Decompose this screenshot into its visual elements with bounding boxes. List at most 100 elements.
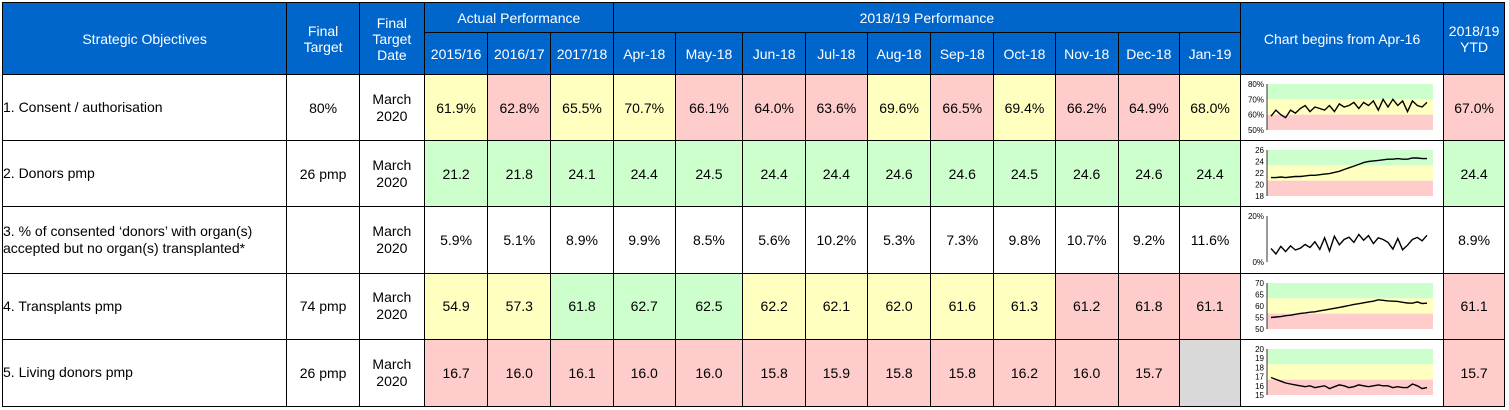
performance-value: 15.9 bbox=[805, 338, 868, 408]
performance-value: 10.7% bbox=[1054, 206, 1119, 274]
performance-value: 16.7 bbox=[423, 338, 489, 408]
y-tick-label: 18 bbox=[1255, 192, 1264, 201]
performance-value: 61.6 bbox=[930, 272, 995, 340]
y-tick-label: 24 bbox=[1255, 158, 1264, 167]
date-line: March bbox=[372, 222, 412, 239]
performance-value: 16.0 bbox=[1054, 338, 1119, 408]
performance-value: 68.0% bbox=[1179, 73, 1241, 142]
threshold-band bbox=[1266, 349, 1433, 365]
performance-value: 61.1 bbox=[1179, 272, 1241, 340]
y-tick-label: 22 bbox=[1255, 169, 1264, 178]
performance-value: 24.5 bbox=[674, 140, 744, 208]
y-tick-label: 18 bbox=[1255, 364, 1264, 373]
performance-value: 10.2% bbox=[805, 206, 868, 274]
performance-value: 7.3% bbox=[930, 206, 995, 274]
ytd-value: 8.9% bbox=[1443, 206, 1505, 274]
objective-label: 4. Transplants pmp bbox=[1, 272, 288, 340]
performance-value: 15.8 bbox=[930, 338, 995, 408]
threshold-band bbox=[1266, 313, 1433, 329]
final-target-date: March 2020 bbox=[359, 338, 425, 408]
performance-value: 5.9% bbox=[423, 206, 489, 274]
date-line: March bbox=[372, 289, 412, 306]
final-target-date: March 2020 bbox=[359, 272, 425, 340]
trend-chart-svg: 80% 70% 60% 50% bbox=[1248, 80, 1433, 135]
y-tick-label: 55 bbox=[1255, 313, 1264, 322]
trend-chart: 20 19 18 17 16 15 bbox=[1239, 338, 1445, 408]
performance-value: 24.6 bbox=[1117, 140, 1181, 208]
trend-chart-svg: 70 65 60 55 50 bbox=[1255, 279, 1433, 334]
performance-value: 16.0 bbox=[612, 338, 676, 408]
trend-chart-svg: 20% 0% bbox=[1248, 212, 1428, 267]
performance-value: 24.6 bbox=[866, 140, 932, 208]
ytd-value: 15.7 bbox=[1443, 338, 1505, 408]
y-tick-label: 20 bbox=[1255, 345, 1264, 354]
performance-value: 62.1 bbox=[805, 272, 868, 340]
performance-value: 24.4 bbox=[1179, 140, 1241, 208]
ytd-value: 24.4 bbox=[1443, 140, 1505, 208]
y-tick-label: 70% bbox=[1248, 95, 1264, 104]
trend-line bbox=[1270, 97, 1428, 119]
threshold-band bbox=[1266, 364, 1433, 381]
period-header: 2015/16 bbox=[423, 32, 489, 75]
performance-value: 62.5 bbox=[674, 272, 744, 340]
y-tick-label: 70 bbox=[1255, 279, 1264, 288]
period-header: Jan-19 bbox=[1179, 32, 1241, 75]
trend-chart: 70 65 60 55 50 bbox=[1239, 272, 1445, 340]
performance-value: 5.1% bbox=[487, 206, 552, 274]
threshold-band bbox=[1266, 165, 1433, 181]
threshold-band bbox=[1266, 297, 1433, 314]
y-tick-label: 16 bbox=[1255, 382, 1264, 391]
trend-line bbox=[1270, 157, 1427, 179]
objective-row: 5. Living donors pmp 26 pmp March 2020 16.7 1… bbox=[1, 338, 1505, 408]
performance-value: 24.4 bbox=[805, 140, 868, 208]
performance-value: 8.5% bbox=[674, 206, 744, 274]
performance-value: 62.2 bbox=[742, 272, 807, 340]
performance-value: 9.2% bbox=[1117, 206, 1181, 274]
performance-value: 21.2 bbox=[423, 140, 489, 208]
performance-value: 5.6% bbox=[742, 206, 807, 274]
ytd-value: 61.1 bbox=[1443, 272, 1505, 340]
y-tick-label: 0% bbox=[1252, 258, 1264, 267]
performance-value: 16.1 bbox=[550, 338, 614, 408]
period-header: Dec-18 bbox=[1117, 32, 1181, 75]
trend-chart: 26 24 22 20 18 bbox=[1239, 140, 1445, 208]
performance-value: 57.3 bbox=[487, 272, 552, 340]
table-body: 1. Consent / authorisation 80% March 2020 61… bbox=[1, 73, 1505, 408]
performance-value: 62.0 bbox=[866, 272, 932, 340]
y-tick-label: 20 bbox=[1255, 181, 1264, 190]
objective-row: 1. Consent / authorisation 80% March 2020 61… bbox=[1, 73, 1505, 142]
final-target: 74 pmp bbox=[286, 272, 361, 340]
performance-value: 9.9% bbox=[612, 206, 676, 274]
y-tick-label: 26 bbox=[1255, 146, 1264, 155]
threshold-band bbox=[1266, 114, 1433, 131]
date-line: March bbox=[372, 90, 412, 107]
date-line: March bbox=[372, 156, 412, 173]
performance-value: 66.1% bbox=[674, 73, 744, 142]
threshold-band bbox=[1266, 99, 1433, 115]
header-actual-performance: Actual Performance bbox=[423, 2, 614, 33]
performance-value: 61.3 bbox=[993, 272, 1056, 340]
performance-value: 24.1 bbox=[550, 140, 614, 208]
performance-value: 66.2% bbox=[1054, 73, 1119, 142]
y-tick-label: 65 bbox=[1255, 290, 1264, 299]
performance-value: 63.6% bbox=[805, 73, 868, 142]
header-strategic-objectives: Strategic Objectives bbox=[1, 2, 288, 75]
performance-value: 24.4 bbox=[612, 140, 676, 208]
period-header: Jul-18 bbox=[805, 32, 868, 75]
date-line: 2020 bbox=[376, 239, 408, 256]
period-header-row: 2015/16 2016/17 2017/18 Apr-18 May-18 Jun-18 J… bbox=[3, 32, 1505, 75]
threshold-band bbox=[1266, 150, 1433, 166]
header-current-performance: 2018/19 Performance bbox=[612, 2, 1241, 33]
y-tick-label: 20% bbox=[1248, 212, 1264, 221]
header-final-target: Final Target bbox=[286, 2, 361, 75]
header-final-target-date: Final Target Date bbox=[359, 2, 425, 75]
y-tick-label: 17 bbox=[1255, 373, 1264, 382]
final-target: 26 pmp bbox=[286, 140, 361, 208]
final-target-date: March 2020 bbox=[359, 140, 425, 208]
performance-value: 21.8 bbox=[487, 140, 552, 208]
performance-value: 16.0 bbox=[674, 338, 744, 408]
y-tick-label: 60% bbox=[1248, 111, 1264, 120]
period-header: Oct-18 bbox=[993, 32, 1056, 75]
date-line: 2020 bbox=[376, 306, 408, 323]
